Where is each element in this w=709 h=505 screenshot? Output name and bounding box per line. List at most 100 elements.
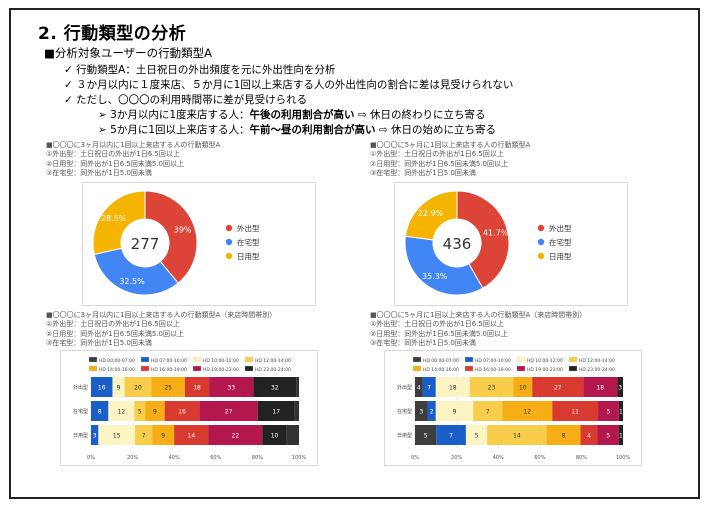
bar-value-label: 18 <box>596 385 604 392</box>
category-label: 外出型 <box>397 384 412 391</box>
legend-swatch <box>568 365 578 372</box>
bar-value-label: 7 <box>449 433 453 440</box>
bar-segment <box>199 401 258 421</box>
legend-swatch <box>568 356 578 363</box>
bar-value-label: 5 <box>606 433 610 440</box>
bar-value-label: 2 <box>296 385 300 392</box>
bar-segment <box>112 377 125 397</box>
bar-value-label: 1 <box>619 433 623 440</box>
pie-slice-label: 35.3% <box>422 272 448 281</box>
x-tick-label: 40% <box>169 455 180 461</box>
legend-swatch <box>192 365 202 372</box>
bar-value-label: 10 <box>519 385 527 392</box>
bar-value-label: 1 <box>619 409 623 416</box>
bar-value-label: 5 <box>475 433 479 440</box>
bar-value-label: 2 <box>295 409 299 416</box>
bar-value-label: 7 <box>486 409 490 416</box>
bar-value-label: 3 <box>93 433 97 440</box>
x-tick-label: 20% <box>451 455 462 461</box>
bar-value-label: 9 <box>117 385 121 392</box>
pie-right-caption: ■〇〇〇に5ヶ月に1回以上来店する人の行動類型A ①外出型：土日祝日の外出が1日6… <box>370 141 531 177</box>
bar-value-label: 32 <box>271 385 279 392</box>
pie-slice-2 <box>92 190 146 255</box>
bar-value-label: 3 <box>419 409 423 416</box>
legend-label: HD 00:00-07:00 <box>423 358 459 364</box>
legend-label: HD 07:00-10:00 <box>151 358 187 364</box>
legend-label: HD 12:00-14:00 <box>579 358 615 364</box>
bar-segment <box>209 377 254 397</box>
bar-value-label: 14 <box>513 433 521 440</box>
legend-label: HD 14:00-16:00 <box>423 367 459 373</box>
bar-segment <box>469 377 514 397</box>
pie-slice-label: 28.5% <box>101 214 127 223</box>
pie-slice-label: 39% <box>174 225 192 234</box>
bar-segment <box>465 425 488 445</box>
slide-frame <box>9 8 700 499</box>
bar-segment <box>257 401 295 421</box>
subbullet-2: ➢ 5か月に1回以上来店する人：午前〜昼の利用割合が高い ⇨ 休日の始めに立ち寄… <box>98 124 496 136</box>
bar-value-label: 12 <box>118 409 126 416</box>
bullet-3: ✓ ただし、〇〇〇の利用時間帯に差が見受けられる <box>64 94 308 106</box>
legend-swatch <box>537 224 545 232</box>
bar-chart-left-panel: HD 00:00-07:00 HD 07:00-10:00 HD 10:00-12:… <box>60 350 318 466</box>
bar-value-label: 20 <box>134 385 142 392</box>
subbullet-1: ➢ 3か月以内に1度来店する人：午後の利用割合が高い ⇨ 休日の終わりに立ち寄る <box>98 109 486 121</box>
bar-segment <box>253 377 297 397</box>
bar-segment <box>134 401 146 421</box>
bar-segment <box>618 425 623 445</box>
legend-label: HD 07:00-10:00 <box>475 358 511 364</box>
legend-label: HD 23:00-24:00 <box>255 367 291 373</box>
legend-swatch <box>412 356 422 363</box>
bar-value-label: 5 <box>424 433 428 440</box>
bar-segment <box>108 401 135 421</box>
bar-segment <box>597 425 619 445</box>
bar-segment <box>286 425 299 445</box>
bar-segment <box>618 401 623 421</box>
bar-value-label: 18 <box>193 385 201 392</box>
bar-segment <box>580 425 598 445</box>
bar-segment <box>91 425 99 445</box>
x-tick-label: 80% <box>576 455 587 461</box>
bar-value-label: 9 <box>161 433 165 440</box>
legend-swatch <box>225 252 233 260</box>
bar-segment <box>98 425 136 445</box>
category-label: 在宅型 <box>73 408 88 415</box>
bar-segment <box>296 377 299 397</box>
bar-segment <box>598 401 619 421</box>
bar-value-label: 9 <box>153 409 157 416</box>
bar-segment <box>532 377 584 397</box>
pie-slice-0 <box>456 190 510 289</box>
legend-label: 外出型 <box>549 223 572 233</box>
bar-value-label: 8 <box>98 409 102 416</box>
bar-value-label: 25 <box>164 385 172 392</box>
bar-value-label: 3 <box>618 385 622 392</box>
bar-segment <box>91 377 113 397</box>
category-label: 日用型 <box>73 432 88 439</box>
bar-segment <box>473 401 503 421</box>
bar-chart-right: HD 00:00-07:00 HD 07:00-10:00 HD 10:00-12:… <box>397 356 630 461</box>
bar-value-label: 16 <box>98 385 106 392</box>
pie-chart-right-panel: 41.7% 35.3% 22.9% 436 外出型 在宅型 日用型 <box>394 182 628 306</box>
bar-value-label: 5 <box>291 433 295 440</box>
bar-segment <box>422 377 436 397</box>
x-tick-label: 40% <box>493 455 504 461</box>
bullet-1: ✓ 行動類型A：土日祝日の外出頻度を元に外出性向を分析 <box>64 64 336 76</box>
x-tick-label: 100% <box>292 455 307 461</box>
pie-slice-label: 22.9% <box>418 209 444 218</box>
legend-swatch <box>225 238 233 246</box>
bar-value-label: 18 <box>449 385 457 392</box>
bar-segment <box>151 377 185 397</box>
legend-label: HD 10:00-12:00 <box>203 358 239 364</box>
category-label: 日用型 <box>397 432 412 439</box>
bar-segment <box>174 425 209 445</box>
bar-segment <box>91 401 109 421</box>
bar-segment <box>135 425 153 445</box>
bar-segment <box>145 401 165 421</box>
bar-value-label: 9 <box>453 409 457 416</box>
bullet-2: ✓ ３か月以内に１度来店、５か月に1回以上来店する人の外出性向の割合に差は見受け… <box>64 79 514 91</box>
bar-segment <box>552 401 599 421</box>
bar-value-label: 27 <box>554 385 562 392</box>
pie-slice-1 <box>404 235 484 296</box>
bar-segment <box>427 401 436 421</box>
bar-value-label: 5 <box>607 409 611 416</box>
